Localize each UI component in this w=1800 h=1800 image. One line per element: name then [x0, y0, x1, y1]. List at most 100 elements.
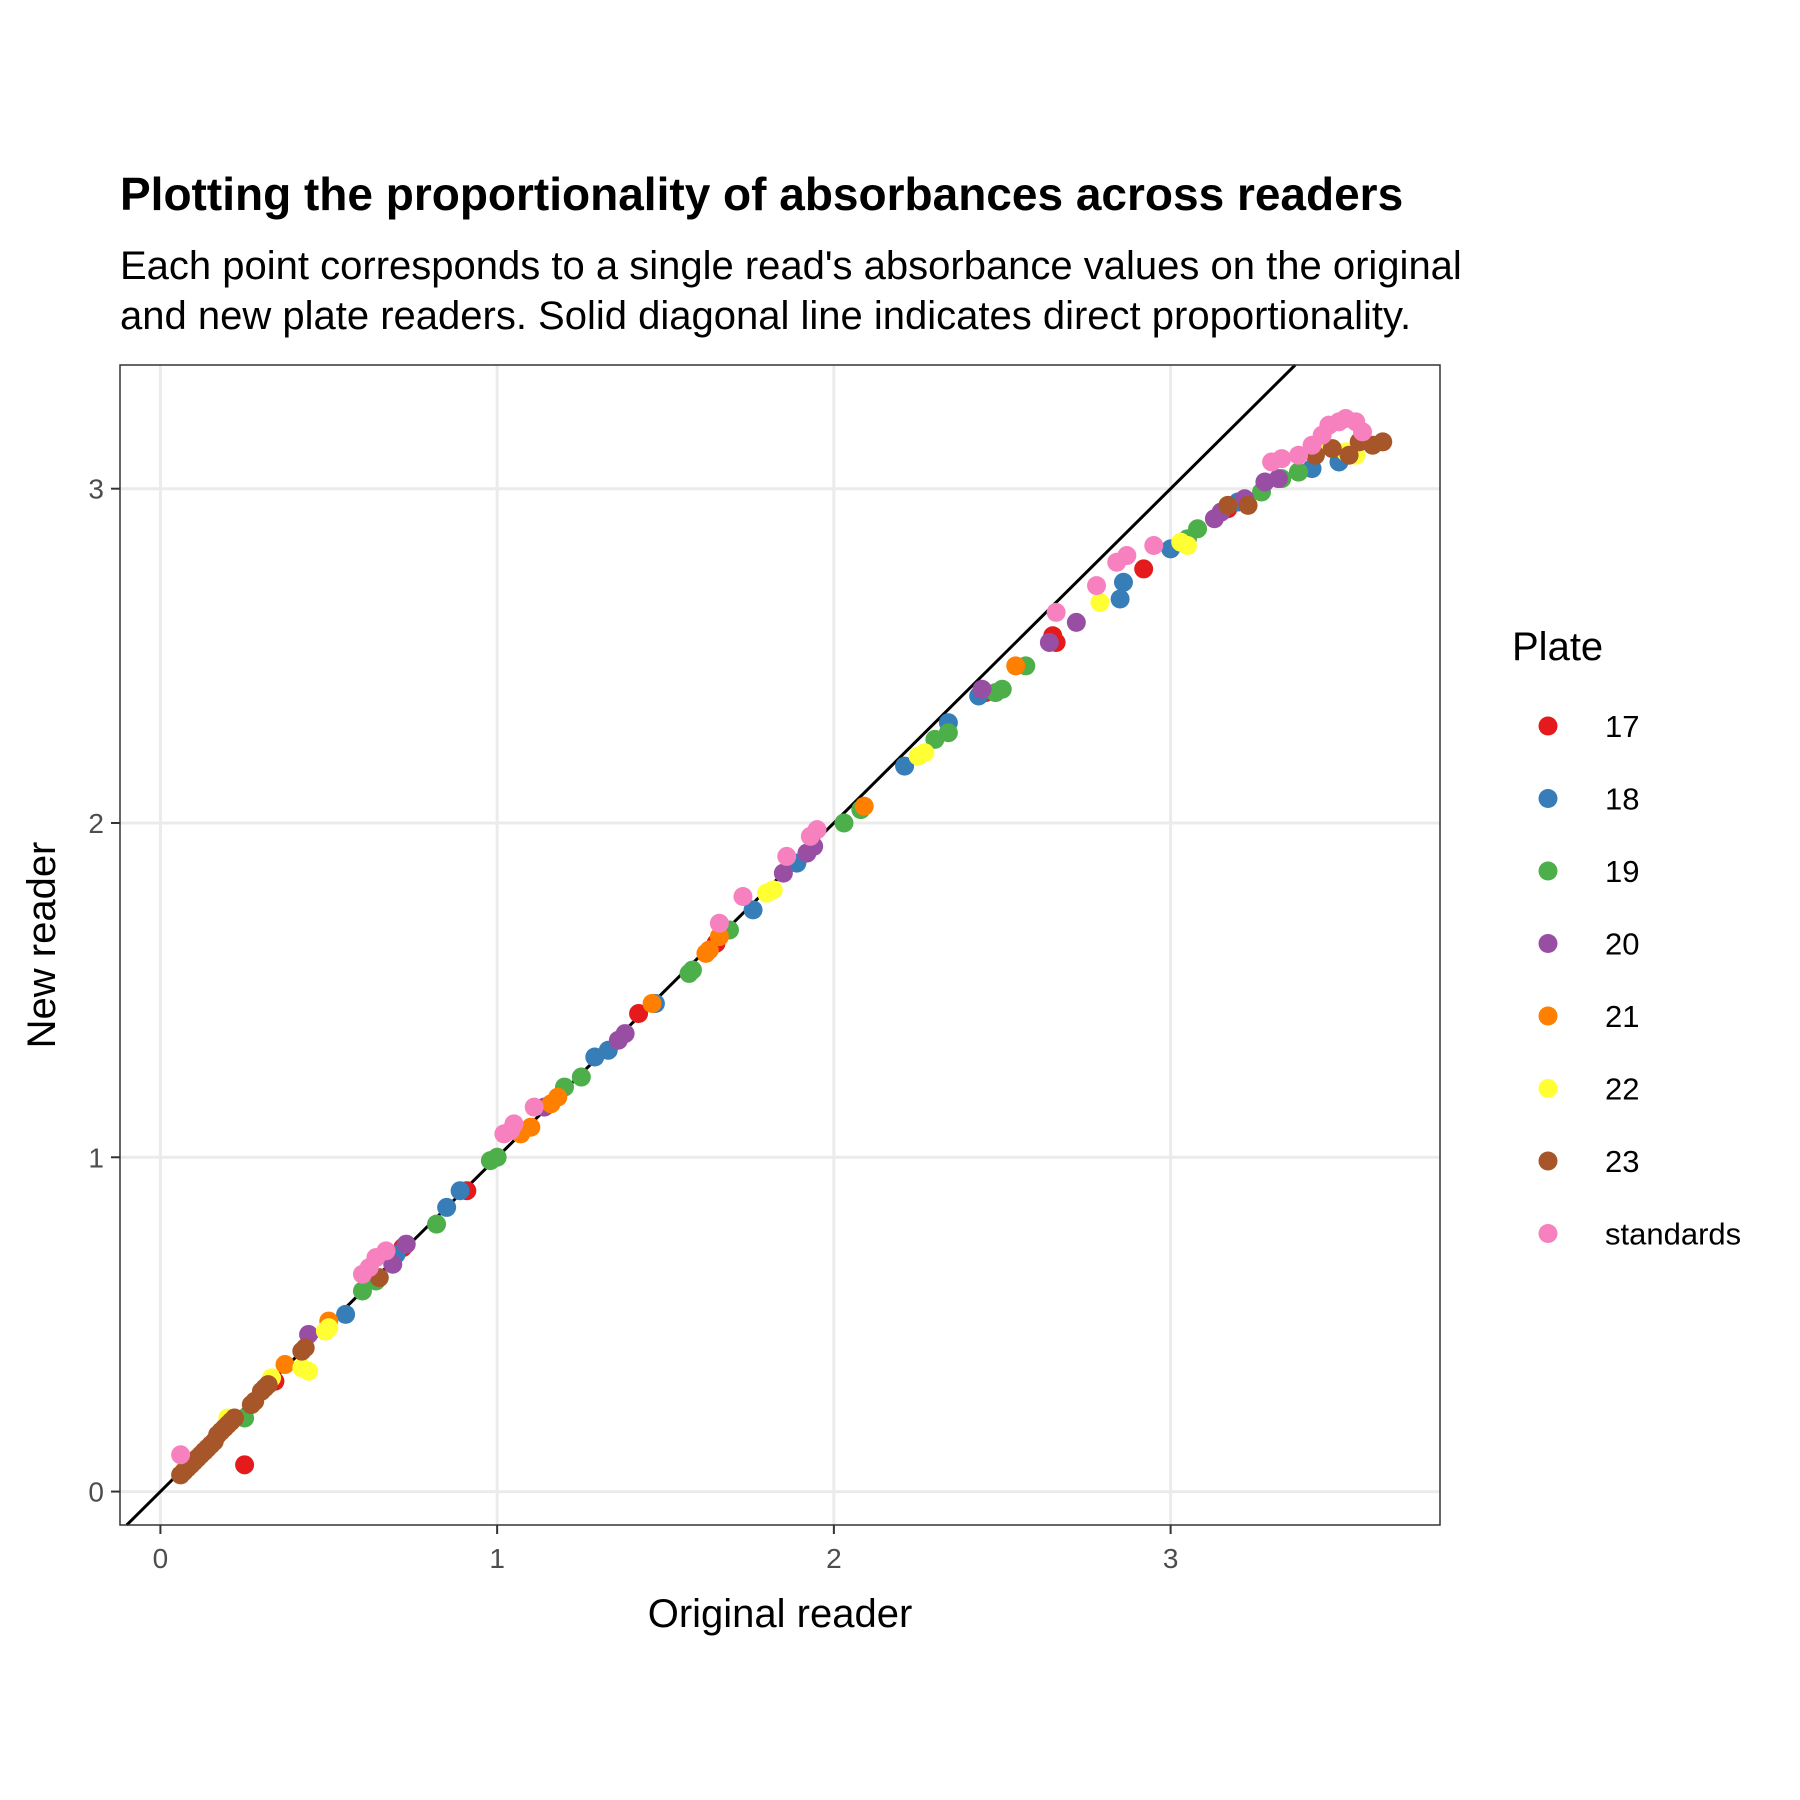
point-23 [1238, 495, 1258, 515]
legend-key-18 [1538, 789, 1558, 808]
point-22 [915, 743, 935, 763]
point-20 [1066, 612, 1086, 632]
point-19 [487, 1147, 507, 1167]
point-23 [258, 1375, 278, 1395]
point-18 [450, 1181, 470, 1201]
point-standards [1144, 536, 1164, 556]
point-standards [807, 820, 827, 840]
point-standards [376, 1241, 396, 1261]
point-21 [854, 796, 874, 816]
point-standards [1117, 546, 1137, 566]
x-tick-label-2: 2 [826, 1543, 842, 1574]
point-20 [615, 1024, 635, 1044]
series-21 [275, 656, 1026, 1375]
point-23 [1373, 432, 1393, 452]
point-19 [1188, 519, 1208, 539]
point-standards [709, 913, 729, 933]
point-21 [1006, 656, 1026, 676]
point-19 [682, 960, 702, 980]
point-20 [972, 679, 992, 699]
point-18 [336, 1304, 356, 1324]
point-19 [427, 1214, 447, 1234]
point-standards [524, 1097, 544, 1117]
data-points [171, 408, 1393, 1485]
point-21 [521, 1117, 541, 1137]
point-17 [1134, 559, 1154, 579]
x-tick-label-0: 0 [153, 1543, 169, 1574]
legend-label-18: 18 [1605, 782, 1639, 817]
legend-items: 17 18 19 20 21 22 23 standards [1538, 709, 1741, 1252]
legend-key-19 [1538, 861, 1558, 881]
y-tick-label-0: 0 [88, 1477, 104, 1508]
point-19 [992, 679, 1012, 699]
point-standards [171, 1445, 191, 1465]
point-20 [773, 863, 793, 883]
y-tick-label-3: 3 [88, 474, 104, 505]
x-tick-label-3: 3 [1163, 1543, 1179, 1574]
point-20 [396, 1234, 416, 1254]
legend-key-21 [1538, 1006, 1558, 1026]
point-standards [733, 887, 753, 907]
point-21 [709, 927, 729, 947]
y-tick-label-2: 2 [88, 808, 104, 839]
point-18 [895, 756, 915, 776]
point-19 [834, 813, 854, 833]
series-standards [171, 408, 1373, 1465]
point-standards [1353, 422, 1373, 442]
legend-label-22: 22 [1605, 1072, 1639, 1107]
chart-subtitle-line-2: and new plate readers. Solid diagonal li… [120, 294, 1411, 338]
axis-ticks: 0 1 2 3 0 1 2 3 [88, 474, 1178, 1574]
point-standards [504, 1114, 524, 1134]
point-22 [1177, 536, 1197, 556]
legend-label-standards: standards [1605, 1217, 1741, 1252]
legend-label-20: 20 [1605, 927, 1639, 962]
x-axis-label: Original reader [648, 1592, 913, 1636]
point-22 [763, 880, 783, 900]
point-21 [642, 994, 662, 1014]
point-23 [224, 1408, 244, 1428]
series-23 [171, 432, 1393, 1485]
legend-label-21: 21 [1605, 999, 1639, 1034]
point-standards [777, 846, 797, 866]
chart-title: Plotting the proportionality of absorban… [120, 168, 1403, 220]
point-19 [571, 1067, 591, 1087]
point-standards [1289, 445, 1309, 465]
y-axis-label: New reader [20, 842, 64, 1049]
legend-key-17 [1538, 716, 1558, 736]
legend-key-20 [1538, 934, 1558, 953]
point-23 [1218, 495, 1238, 515]
point-standards [1087, 576, 1107, 596]
point-20 [1039, 632, 1059, 652]
point-21 [699, 940, 719, 960]
plot-panel-border [119, 364, 1441, 1526]
legend-label-23: 23 [1605, 1144, 1639, 1179]
point-standards [1046, 602, 1066, 622]
legend-label-19: 19 [1605, 854, 1639, 889]
chart-subtitle-line-1: Each point corresponds to a single read'… [120, 244, 1462, 288]
point-21 [275, 1355, 295, 1375]
legend: Plate 17 18 19 20 21 22 23 standards [1512, 625, 1741, 1252]
legend-key-23 [1538, 1151, 1558, 1171]
point-21 [548, 1087, 568, 1107]
point-23 [1322, 439, 1342, 459]
point-22 [299, 1361, 319, 1381]
legend-key-standards [1538, 1224, 1558, 1243]
x-tick-label-1: 1 [489, 1543, 505, 1574]
point-20 [1268, 469, 1288, 489]
point-19 [1289, 462, 1309, 482]
point-17 [629, 1004, 649, 1024]
point-22 [1090, 592, 1110, 612]
point-23 [1339, 445, 1359, 465]
legend-title: Plate [1512, 625, 1603, 669]
point-18 [437, 1197, 457, 1217]
point-17 [235, 1455, 255, 1475]
point-19 [352, 1281, 372, 1301]
point-23 [295, 1338, 315, 1358]
legend-label-17: 17 [1605, 709, 1639, 744]
point-19 [938, 723, 958, 743]
point-18 [1110, 589, 1130, 609]
point-18 [743, 900, 763, 920]
plot-panel-background [120, 365, 1440, 1525]
point-22 [319, 1318, 339, 1338]
